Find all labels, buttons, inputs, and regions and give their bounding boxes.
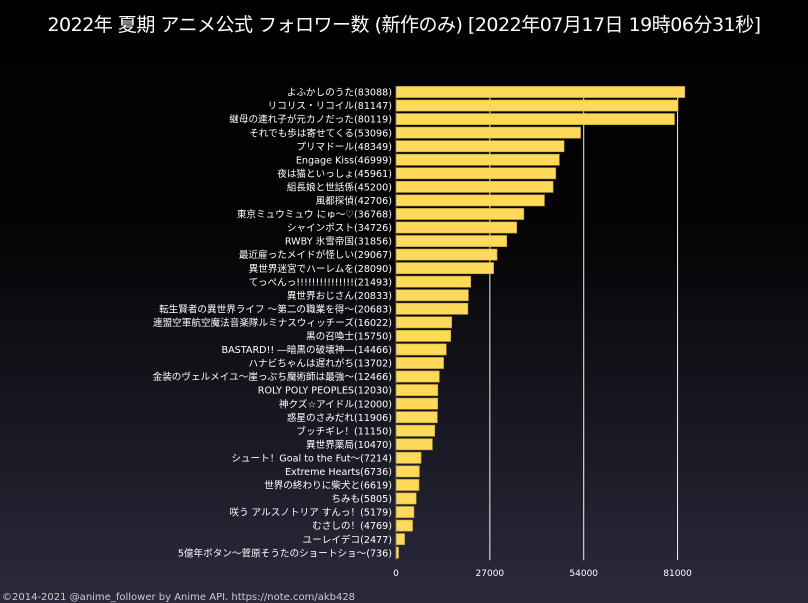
bar xyxy=(395,506,415,518)
bar xyxy=(395,221,518,234)
bar xyxy=(395,357,444,369)
bar xyxy=(395,180,554,193)
category-label: 異世界薬局(10470) xyxy=(306,439,392,451)
category-label: 組長娘と世話係(45200) xyxy=(287,181,392,193)
bar xyxy=(395,289,469,302)
x-tick-label: 27000 xyxy=(476,569,505,579)
bar xyxy=(395,275,472,288)
bar xyxy=(395,153,560,166)
bar xyxy=(395,438,433,451)
category-label: 神クズ☆アイドル(12000) xyxy=(279,398,392,410)
bar xyxy=(395,235,508,247)
category-label: むさしの！(4769) xyxy=(312,521,392,532)
category-label: 風都探偵(42706) xyxy=(316,195,392,207)
category-label: 金装のヴェルメイユ～崖っぷち魔術師は最強～(12466) xyxy=(153,371,392,383)
category-label: シュート！Goal to the Fut～(7214) xyxy=(231,453,392,464)
bar xyxy=(395,343,447,356)
category-label: ブッチギレ！(11150) xyxy=(296,425,392,437)
category-label: 異世界迷宮でハーレムを(28090) xyxy=(249,263,392,275)
category-label: 継母の連れ子が元カノだった(80119) xyxy=(229,114,392,126)
category-label: 東京ミュウミュウ にゅ～♡(36768) xyxy=(237,209,392,221)
bar xyxy=(395,546,399,559)
bar xyxy=(395,411,438,424)
bar xyxy=(395,99,679,112)
bar xyxy=(395,451,422,464)
category-label: 転生賢者の異世界ライフ ～第二の職業を得～(20683) xyxy=(159,303,392,315)
category-label: シャインポスト(34726) xyxy=(287,223,392,234)
category-label: 最近雇ったメイドが怪しい(29067) xyxy=(239,249,392,261)
bar xyxy=(395,86,686,98)
category-label: 5億年ボタン～菅原そうたのショートショ～(736) xyxy=(178,547,392,559)
bar xyxy=(395,492,417,505)
category-label: 世界の終わりに柴犬と(6619) xyxy=(264,480,392,492)
category-label: ユーレイデコ(2477) xyxy=(303,534,392,546)
category-label: 夜は猫といっしょ(45961) xyxy=(277,168,392,180)
category-label: ハナビちゃんは遅れがち(13702) xyxy=(248,358,392,370)
category-label: プリマドール(48349) xyxy=(296,142,392,153)
category-label: 惑星のさみだれ(11906) xyxy=(287,412,392,424)
bar xyxy=(395,167,557,180)
category-label: RWBY 氷雪帝国(31856) xyxy=(285,236,392,248)
bar xyxy=(395,370,440,383)
bar xyxy=(395,194,545,207)
category-label: 連盟空軍航空魔法音楽隊ルミナスウィッチーズ(16022) xyxy=(153,317,392,329)
bar xyxy=(395,140,565,153)
category-label: Engage Kiss(46999) xyxy=(296,155,392,166)
bar xyxy=(395,519,413,532)
bar xyxy=(395,479,420,491)
category-label: それでも歩は寄せてくる(53096) xyxy=(249,127,392,139)
bar xyxy=(395,384,439,396)
bar xyxy=(395,533,405,546)
bar xyxy=(395,329,452,342)
category-label: 異世界おじさん(20833) xyxy=(287,290,392,302)
bar xyxy=(395,248,498,261)
x-tick-label: 54000 xyxy=(569,569,598,579)
x-tick-label: 81000 xyxy=(663,569,692,579)
bar xyxy=(395,262,494,275)
category-label: 咲う アルスノトリア すんっ！(5179) xyxy=(229,507,392,519)
category-label: Extreme Hearts(6736) xyxy=(285,467,392,478)
bar xyxy=(395,126,581,139)
bar xyxy=(395,424,436,437)
bar xyxy=(395,113,675,125)
bar xyxy=(395,316,452,329)
category-label: ROLY POLY PEOPLES(12030) xyxy=(258,386,392,397)
category-label: ちみも(5805) xyxy=(331,494,392,505)
bar xyxy=(395,397,439,410)
bar xyxy=(395,465,420,478)
category-label: BASTARD!! ―暗黒の破壊神―(14466) xyxy=(222,344,392,356)
bar xyxy=(395,208,525,220)
category-label: 黒の召喚士(15750) xyxy=(306,331,392,343)
category-label: よふかしのうた(83088) xyxy=(287,88,392,99)
x-tick-label: 0 xyxy=(393,569,399,579)
bar xyxy=(395,302,469,315)
chart-title: 2022年 夏期 アニメ公式 フォロワー数 (新作のみ) [2022年07月17… xyxy=(47,14,761,36)
copyright-footer: ©2014-2021 @anime_follower by Anime API.… xyxy=(2,592,356,603)
category-label: てっぺんっ!!!!!!!!!!!!!!!(21493) xyxy=(249,277,392,288)
category-label: リコリス・リコイル(81147) xyxy=(268,101,392,112)
